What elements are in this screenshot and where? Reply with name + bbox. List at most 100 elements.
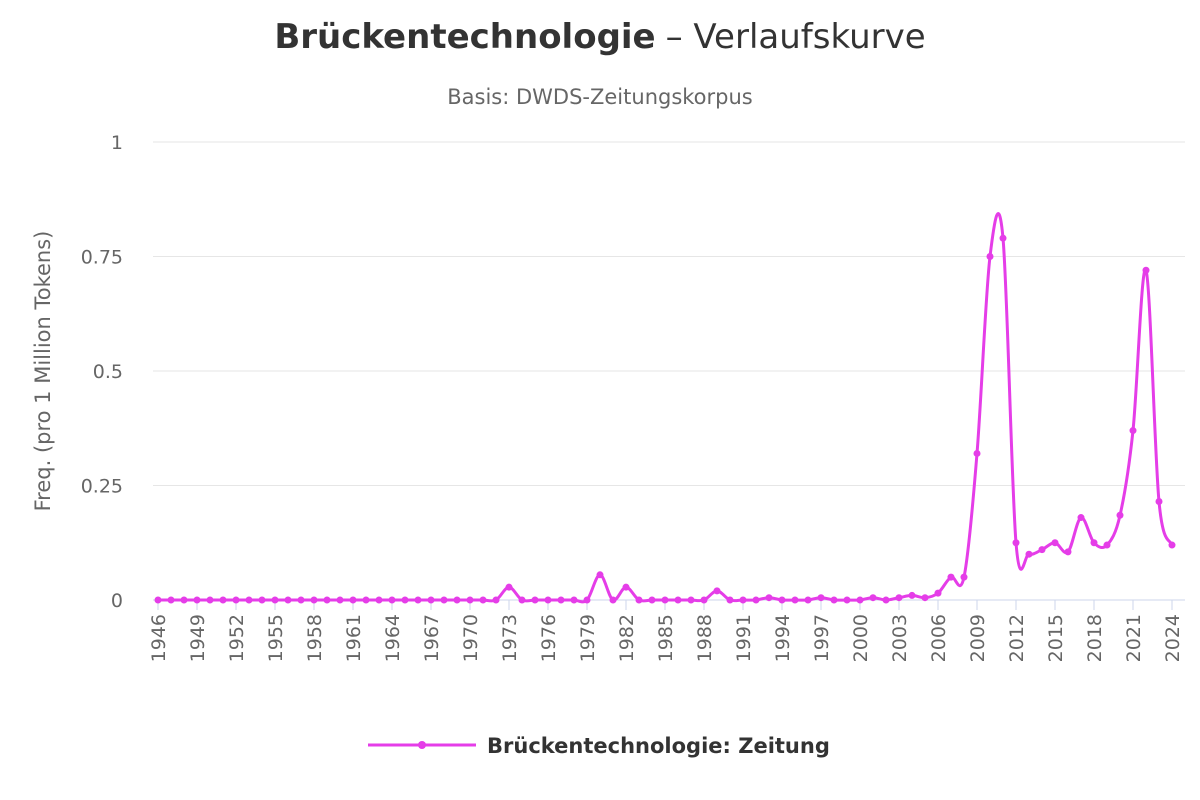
x-tick-label: 1991	[733, 614, 755, 662]
data-point	[869, 594, 877, 602]
data-point	[895, 594, 903, 602]
data-point	[414, 596, 422, 604]
data-point	[440, 596, 448, 604]
x-tick-label: 2018	[1084, 614, 1106, 662]
data-point	[856, 596, 864, 604]
y-tick-label: 0.75	[81, 247, 123, 269]
x-tick-label: 1958	[304, 614, 326, 662]
data-point	[167, 596, 175, 604]
data-point	[518, 596, 526, 604]
x-tick-label: 1994	[772, 614, 794, 662]
x-tick-label: 1955	[265, 614, 287, 662]
data-point	[388, 596, 396, 604]
x-tick-label: 1946	[148, 614, 170, 662]
data-point	[999, 234, 1007, 242]
legend-label: Brückentechnologie: Zeitung	[487, 734, 830, 758]
data-point	[284, 596, 292, 604]
data-point	[336, 596, 344, 604]
data-point	[687, 596, 695, 604]
data-point	[258, 596, 266, 604]
data-point	[1038, 546, 1046, 554]
data-point	[752, 596, 760, 604]
x-tick-label: 1976	[538, 614, 560, 662]
data-point	[622, 583, 630, 591]
data-point	[193, 596, 201, 604]
data-point	[843, 596, 851, 604]
data-point	[297, 596, 305, 604]
data-point	[804, 596, 812, 604]
data-point	[791, 596, 799, 604]
x-tick-label: 1970	[460, 614, 482, 662]
x-tick-label: 1961	[343, 614, 365, 662]
y-axis-label: Freq. (pro 1 Million Tokens)	[31, 231, 55, 512]
data-point	[1064, 548, 1072, 556]
y-tick-label: 0.5	[93, 361, 123, 383]
x-tick-label: 1988	[694, 614, 716, 662]
data-point	[401, 596, 409, 604]
legend-symbol-dot	[418, 741, 426, 749]
x-tick-label: 2000	[850, 614, 872, 662]
chart-subtitle: Basis: DWDS-Zeitungskorpus	[447, 85, 753, 109]
x-tick-label: 1949	[187, 614, 209, 662]
x-tick-label: 1985	[655, 614, 677, 662]
data-point	[154, 596, 162, 604]
x-tick-label: 1952	[226, 614, 248, 662]
chart-title: Brückentechnologie – Verlaufskurve	[274, 17, 925, 57]
data-point	[1077, 514, 1085, 522]
data-point	[1168, 541, 1176, 549]
data-point	[830, 596, 838, 604]
data-point	[986, 253, 994, 260]
x-tick-label: 1967	[421, 614, 443, 662]
data-point	[1116, 511, 1124, 519]
data-point	[479, 596, 487, 604]
data-point	[505, 583, 513, 591]
data-point	[375, 596, 383, 604]
data-point	[1012, 539, 1020, 547]
data-point	[323, 596, 331, 604]
data-point	[596, 571, 604, 579]
data-point	[1090, 539, 1098, 547]
data-point	[1142, 266, 1150, 274]
data-point	[739, 596, 747, 604]
data-point	[882, 596, 890, 604]
y-tick-label: 1	[111, 132, 123, 154]
data-point	[362, 596, 370, 604]
data-point	[1103, 541, 1111, 549]
data-point	[245, 596, 253, 604]
data-point	[349, 596, 357, 604]
data-point	[973, 449, 981, 457]
data-point	[1129, 427, 1137, 435]
data-point	[271, 596, 279, 604]
x-tick-label: 2012	[1006, 614, 1028, 662]
data-point	[674, 596, 682, 604]
data-point	[1025, 550, 1033, 558]
x-tick-label: 1973	[499, 614, 521, 662]
data-point	[908, 591, 916, 599]
data-point	[544, 596, 552, 604]
data-point	[947, 573, 955, 581]
data-point	[427, 596, 435, 604]
x-tick-label: 1964	[382, 614, 404, 662]
x-tick-label: 2009	[967, 614, 989, 662]
x-tick-label: 2015	[1045, 614, 1067, 662]
data-point	[531, 596, 539, 604]
data-point	[817, 594, 825, 602]
data-point	[700, 596, 708, 604]
data-point	[713, 587, 721, 595]
data-point	[206, 596, 214, 604]
title-main: Brückentechnologie	[274, 17, 655, 57]
data-point	[232, 596, 240, 604]
series-line	[157, 212, 1174, 604]
x-tick-label: 2003	[889, 614, 911, 662]
data-point	[921, 594, 929, 602]
legend-item[interactable]: Brückentechnologie: Zeitung	[368, 734, 830, 758]
y-tick-label: 0	[111, 590, 123, 612]
title-rest: – Verlaufskurve	[666, 17, 926, 57]
data-point	[648, 596, 656, 604]
data-point	[934, 589, 942, 597]
data-point	[310, 596, 318, 604]
data-point	[960, 573, 968, 581]
data-point	[778, 596, 786, 604]
data-point	[466, 596, 474, 604]
